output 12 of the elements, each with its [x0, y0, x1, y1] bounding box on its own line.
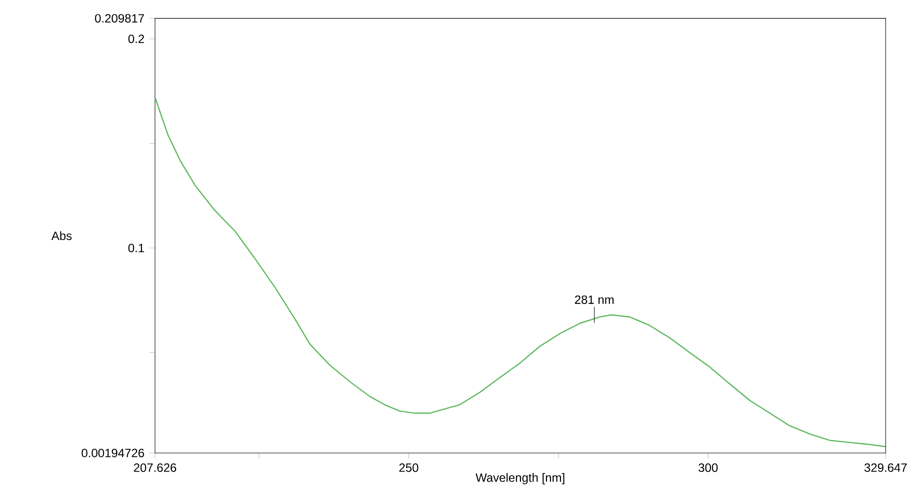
y-tick-label: 0.00194726 [82, 448, 144, 458]
y-tick-label: 0.209817 [95, 14, 144, 23]
x-tick-label: 329.647 [864, 463, 907, 472]
y-tick-label: 0.2 [128, 34, 144, 44]
x-tick-label: 250 [399, 463, 418, 472]
annotation: 281 nm [574, 295, 614, 304]
x-axis-title: Wavelength [nm] [476, 473, 564, 484]
y-tick-label: 0.1 [128, 244, 144, 252]
x-tick-label: 207.626 [134, 463, 176, 472]
x-tick-label: 300 [698, 463, 718, 472]
y-axis-title: Abs [51, 231, 72, 240]
line-series [154, 96, 886, 448]
